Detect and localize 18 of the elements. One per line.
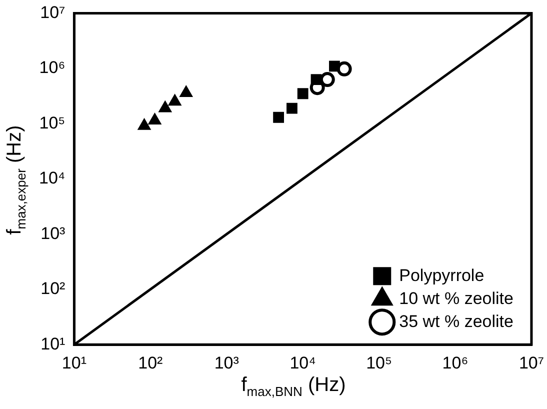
y-tick-label: 10⁵ <box>39 113 66 132</box>
x-tick-label: 10² <box>138 353 164 372</box>
x-tick-label: 10⁴ <box>290 353 316 372</box>
y-tick-label: 10⁴ <box>38 168 66 188</box>
x-tick-label: 10⁶ <box>442 353 468 372</box>
legend-label: 35 wt % zeolite <box>399 312 514 331</box>
y-tick-label: 10¹ <box>40 334 66 354</box>
y-tick-label: 10⁷ <box>40 2 66 22</box>
legend-label: Polypyrrole <box>399 266 484 285</box>
y-tick-label: 10³ <box>40 224 66 243</box>
x-tick-label: 10³ <box>214 353 240 372</box>
y-tick-label: 10⁶ <box>39 58 66 78</box>
y-tick-label: 10² <box>40 279 66 298</box>
x-tick-label: 10⁵ <box>366 353 392 372</box>
x-tick-label: 10⁷ <box>518 353 544 372</box>
x-axis-title: f$_{max,BNN}$ (Hz) <box>240 374 347 399</box>
legend-label: 10 wt % zeolite <box>399 288 514 308</box>
x-tick-label: 10¹ <box>62 353 87 372</box>
